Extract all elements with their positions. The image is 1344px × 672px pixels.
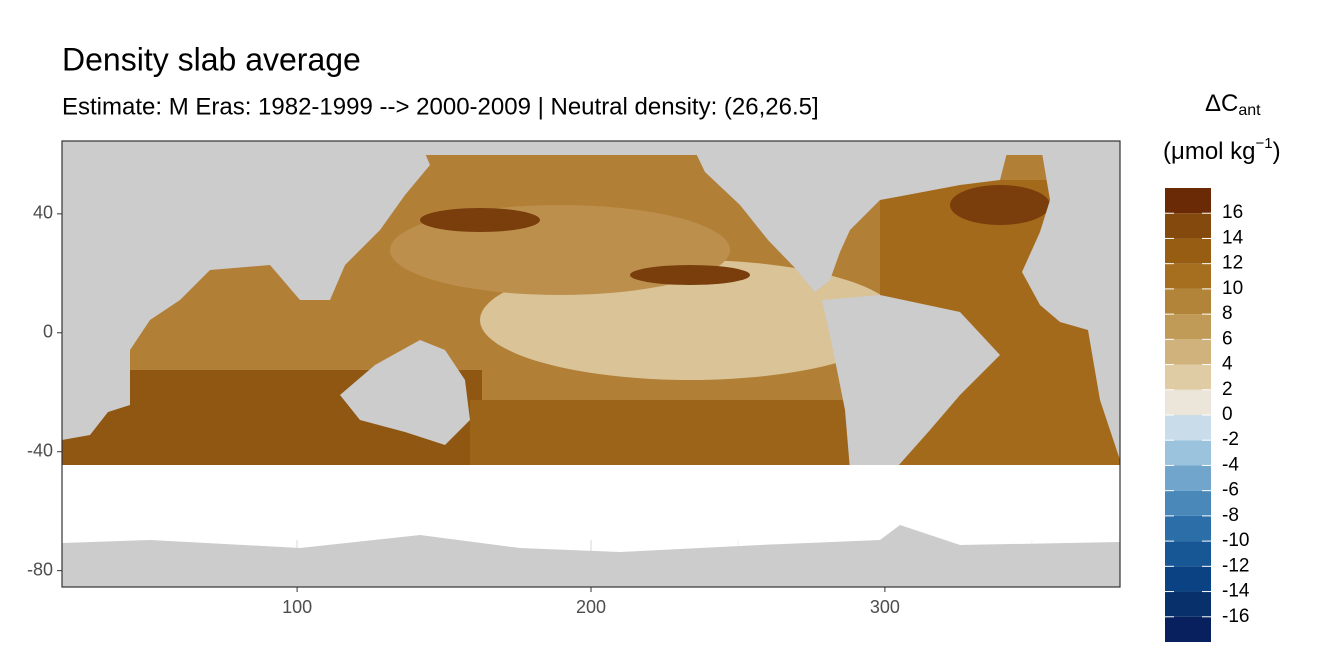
color-bin — [1165, 515, 1211, 542]
map-shapes — [62, 141, 1120, 587]
y-tick-label: -80 — [27, 559, 53, 579]
ocean-shade — [470, 400, 850, 465]
legend-label: 12 — [1222, 253, 1243, 274]
color-bin — [1165, 238, 1211, 264]
color-bin — [1165, 440, 1211, 466]
legend-label: 16 — [1222, 202, 1243, 223]
color-bin — [1165, 263, 1211, 289]
y-tick-label: 40 — [33, 203, 53, 223]
y-tick-label: -40 — [27, 440, 53, 460]
legend-unit-end: ) — [1273, 138, 1281, 165]
land — [822, 295, 1000, 500]
color-bin — [1165, 188, 1211, 214]
x-tick-label: 200 — [576, 597, 606, 617]
land — [340, 340, 470, 445]
ocean-shade — [950, 185, 1050, 225]
legend-title-sub: ant — [1238, 102, 1261, 119]
color-bin — [1165, 490, 1211, 516]
legend-unit-sup: −1 — [1256, 135, 1273, 152]
legend-label: -6 — [1222, 480, 1239, 501]
legend-unit: (μmol kg−1) — [1163, 135, 1281, 165]
land — [1022, 141, 1120, 460]
color-bin — [1165, 591, 1211, 617]
land — [690, 141, 1010, 292]
legend-label: -10 — [1222, 530, 1249, 551]
legend-label: -2 — [1222, 429, 1239, 450]
legend-label: 2 — [1222, 379, 1233, 400]
color-bin — [1165, 339, 1211, 365]
legend-label: 6 — [1222, 328, 1233, 349]
color-bin — [1165, 288, 1211, 315]
legend-title: ΔCant — [1205, 90, 1261, 119]
legend-label: 10 — [1222, 278, 1243, 299]
legend-label: 4 — [1222, 354, 1233, 375]
legend-label: 14 — [1222, 227, 1244, 248]
no-data-band — [62, 465, 1120, 540]
color-bin — [1165, 566, 1211, 592]
chart-title: Density slab average — [62, 41, 361, 77]
legend: 16 14 12 10 8 6 4 2 0 -2 -4 -6 -8 -10 -12 -14 -16 — [1165, 188, 1250, 642]
color-bin — [1165, 314, 1211, 340]
x-tick-label: 300 — [870, 597, 900, 617]
legend-label: -16 — [1222, 606, 1249, 627]
chart-subtitle: Estimate: M Eras: 1982-1999 --> 2000-200… — [62, 93, 819, 120]
legend-label: 8 — [1222, 303, 1233, 324]
color-bin — [1165, 465, 1211, 491]
color-bin — [1165, 541, 1211, 567]
y-tick-label: 0 — [43, 322, 53, 342]
color-bin — [1165, 616, 1211, 642]
legend-label: -8 — [1222, 505, 1239, 526]
legend-label: 0 — [1222, 404, 1233, 425]
land — [62, 141, 430, 440]
antarctica — [62, 525, 1120, 587]
legend-title-main: ΔC — [1205, 90, 1238, 117]
map-panel — [61, 140, 1121, 588]
legend-label: -12 — [1222, 555, 1249, 576]
ocean-shade — [420, 208, 540, 232]
legend-label: -14 — [1222, 581, 1250, 602]
legend-label: -4 — [1222, 454, 1239, 475]
legend-unit-main: (μmol kg — [1163, 138, 1256, 165]
color-bin — [1165, 389, 1211, 415]
x-tick-label: 100 — [282, 597, 312, 617]
ocean-shade — [630, 265, 750, 285]
color-bin — [1165, 415, 1211, 441]
color-bin — [1165, 213, 1211, 239]
color-bin — [1165, 364, 1211, 390]
